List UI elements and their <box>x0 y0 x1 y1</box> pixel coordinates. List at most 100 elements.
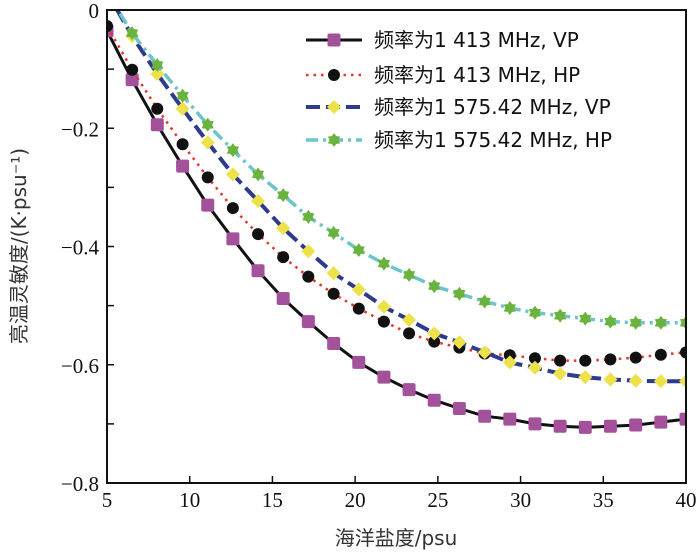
data-point <box>327 336 341 350</box>
data-point <box>225 167 240 182</box>
data-point <box>528 352 541 365</box>
legend: 频率为1 413 MHz, VP 频率为1 413 MHz, HP 频率为1 575… <box>306 28 612 152</box>
data-point <box>680 346 686 359</box>
data-point <box>603 419 617 433</box>
series-1 <box>107 24 686 434</box>
data-point <box>654 315 667 330</box>
data-point <box>276 292 290 306</box>
x-tick-label: 20 <box>345 488 366 512</box>
data-point <box>503 412 517 426</box>
data-point <box>553 366 568 381</box>
legend-marker <box>327 100 341 114</box>
data-point <box>276 221 291 236</box>
data-point <box>150 118 164 132</box>
data-point <box>277 251 290 264</box>
data-point <box>503 349 516 362</box>
data-point <box>176 138 189 151</box>
data-point <box>403 267 416 282</box>
data-point <box>604 353 617 366</box>
data-point <box>301 244 316 259</box>
data-point <box>402 383 416 397</box>
y-tick-label: −0.2 <box>61 117 99 141</box>
data-point <box>277 188 290 203</box>
data-point <box>252 228 265 241</box>
legend-marker <box>328 69 340 81</box>
data-point <box>629 315 642 330</box>
data-point <box>326 266 341 281</box>
data-point <box>653 374 668 389</box>
data-point <box>629 418 643 432</box>
data-point <box>428 279 441 294</box>
data-point <box>126 63 139 76</box>
data-point <box>302 270 315 283</box>
legend-label: 频率为1 413 MHz, VP <box>374 28 579 52</box>
data-point <box>452 335 467 350</box>
data-point <box>427 393 441 407</box>
data-point <box>478 409 492 423</box>
data-point <box>554 308 567 323</box>
data-point <box>201 171 214 184</box>
data-point <box>327 225 340 240</box>
data-point <box>553 419 567 433</box>
x-tick-label: 30 <box>510 488 531 512</box>
data-point <box>352 243 365 257</box>
x-axis: 5 10 15 20 25 30 35 40 <box>102 476 697 512</box>
data-point <box>226 232 240 246</box>
legend-marker <box>327 133 341 147</box>
data-point <box>126 26 139 41</box>
data-point <box>376 299 391 314</box>
data-point <box>176 88 189 103</box>
data-point <box>554 354 567 367</box>
data-point <box>578 420 592 434</box>
data-point <box>654 348 667 361</box>
x-tick-label: 10 <box>179 488 200 512</box>
series-line <box>107 30 686 429</box>
legend-marker <box>327 33 341 47</box>
data-point <box>477 345 492 360</box>
data-point <box>679 374 686 389</box>
x-axis-label: 海洋盐度/psu <box>335 526 458 550</box>
data-point <box>252 167 265 182</box>
x-tick-label: 35 <box>593 488 614 512</box>
data-point <box>125 73 139 87</box>
x-tick-label: 15 <box>262 488 283 512</box>
y-tick-label: −0.8 <box>61 472 99 496</box>
data-point <box>528 417 542 431</box>
data-point <box>201 117 214 132</box>
data-point <box>377 370 391 384</box>
data-point <box>502 355 517 370</box>
y-tick-label: −0.4 <box>61 236 100 260</box>
data-point <box>604 314 617 329</box>
legend-item: 频率为1 575.42 MHz, VP <box>306 95 611 119</box>
series-4 <box>115 10 686 330</box>
data-point <box>151 102 164 115</box>
data-point <box>352 355 366 369</box>
data-point <box>527 360 542 375</box>
data-point <box>628 373 643 388</box>
data-point <box>528 305 541 320</box>
legend-item: 频率为1 413 MHz, HP <box>306 63 580 87</box>
data-point <box>478 294 491 309</box>
data-point <box>175 101 190 116</box>
data-point <box>629 351 642 364</box>
legend-label: 频率为1 575.42 MHz, HP <box>374 128 612 152</box>
y-axis: 0 −0.2 −0.4 −0.6 −0.8 <box>61 0 114 496</box>
data-point <box>302 209 315 224</box>
series-2 <box>107 19 686 367</box>
data-point <box>201 198 215 212</box>
y-tick-label: 0 <box>89 0 100 23</box>
x-tick-label: 40 <box>676 488 697 512</box>
series-3 <box>114 10 686 389</box>
data-point <box>351 282 366 297</box>
data-point <box>578 370 593 385</box>
data-point <box>453 286 466 301</box>
legend-item: 频率为1 413 MHz, VP <box>306 28 579 52</box>
data-point <box>377 256 390 271</box>
y-axis-label: 亮温灵敏度/(K·psu⁻¹) <box>7 148 31 344</box>
data-point <box>251 264 265 278</box>
data-point <box>603 372 618 387</box>
data-point <box>176 159 190 173</box>
data-point <box>200 135 215 150</box>
data-point <box>327 287 340 300</box>
